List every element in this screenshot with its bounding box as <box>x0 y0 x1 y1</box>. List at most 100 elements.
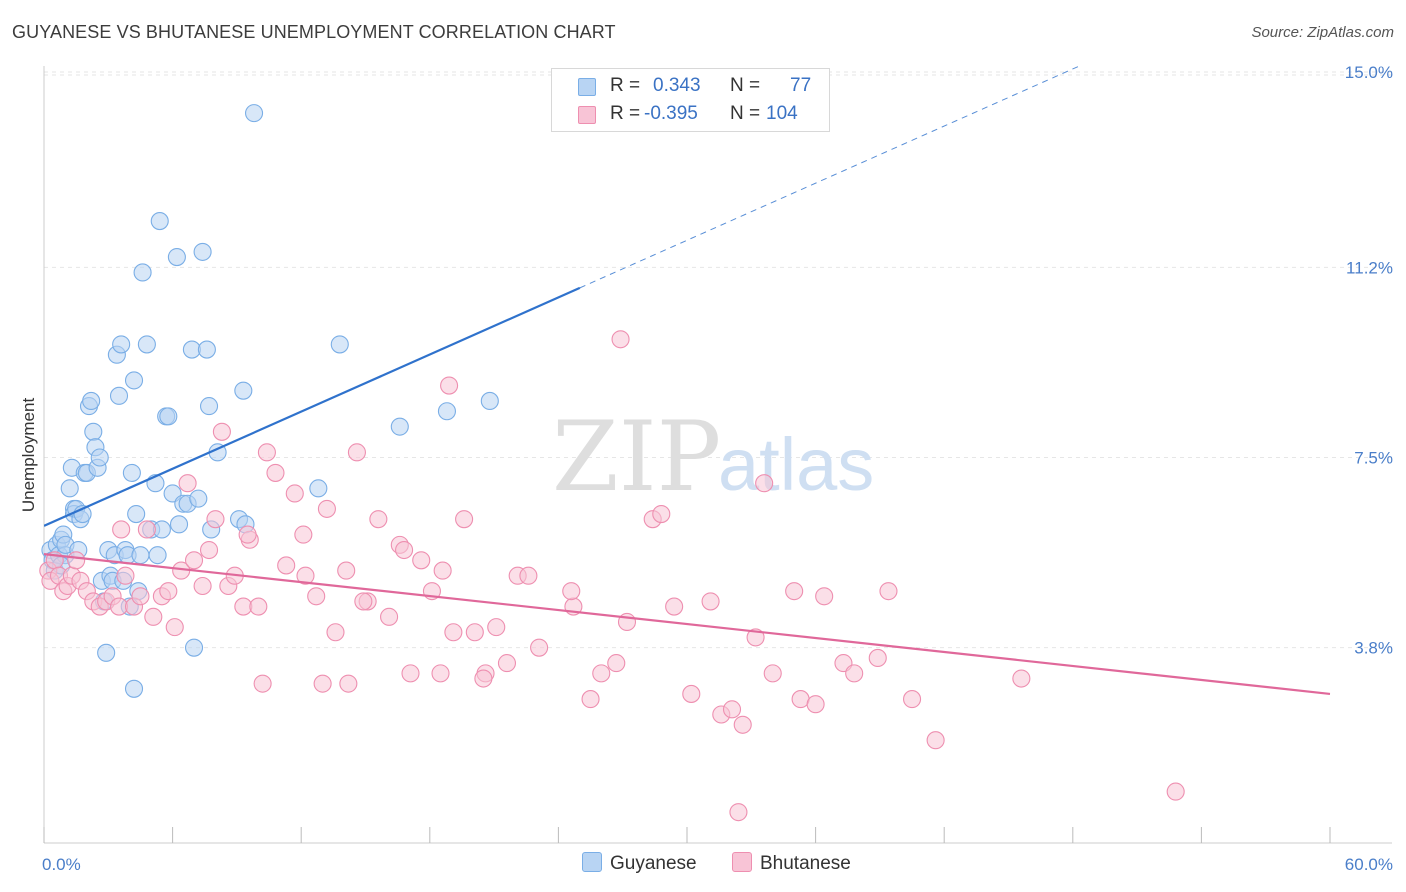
bhutanese-point <box>193 576 212 596</box>
bottom-legend-bhutanese: Bhutanese <box>732 852 851 875</box>
bhutanese-point <box>763 664 782 683</box>
bhutanese-point <box>519 566 538 585</box>
bhutanese-point <box>611 330 630 349</box>
bhutanese-point <box>307 587 326 606</box>
bhutanese-point <box>369 510 388 529</box>
y-tick-label: 7.5% <box>1354 449 1393 468</box>
guyanese-point <box>133 263 152 282</box>
guyanese-trend-extension <box>579 66 1081 289</box>
bhutanese-point <box>722 700 742 719</box>
bhutanese-point <box>431 664 450 683</box>
bhutanese-point <box>733 715 752 734</box>
bhutanese-point <box>112 520 131 539</box>
bhutanese-point <box>729 803 748 822</box>
guyanese-point <box>90 448 109 467</box>
grid-lines <box>44 71 1392 649</box>
guyanese-point <box>182 340 201 359</box>
guyanese-point <box>330 335 349 354</box>
bhutanese-point <box>815 587 834 606</box>
bhutanese-point <box>444 623 463 642</box>
bhutanese-point <box>395 540 414 560</box>
guyanese-point <box>131 546 150 565</box>
bhutanese-point <box>266 463 285 482</box>
bottom-legend-swatch-bhutanese <box>732 852 752 872</box>
bhutanese-point <box>285 484 304 503</box>
y-tick-label: 15.0% <box>1345 63 1393 82</box>
tick-labels: 3.8% 7.5% 11.2% 15.0% 0.0% 60.0% <box>42 63 1393 874</box>
bhutanese-point <box>791 690 810 709</box>
bhutanese-point <box>487 618 506 637</box>
bhutanese-point <box>184 551 204 570</box>
bhutanese-point <box>474 669 493 688</box>
guyanese-point <box>480 391 499 411</box>
guyanese-point <box>124 371 144 390</box>
bhutanese-point <box>455 510 474 529</box>
legend-r-label: R = <box>610 103 641 124</box>
watermark-zip: ZIP <box>552 401 721 513</box>
guyanese-point <box>60 479 79 498</box>
bhutanese-point <box>206 510 225 529</box>
guyanese-point <box>244 104 264 123</box>
bhutanese-point <box>412 551 431 570</box>
bhutanese-point <box>440 376 459 395</box>
bhutanese-point <box>131 587 150 606</box>
guyanese-point <box>82 391 101 411</box>
bottom-legend-label-guyanese: Guyanese <box>610 853 697 874</box>
guyanese-point <box>167 247 186 267</box>
guyanese-trend-line <box>44 286 581 527</box>
guyanese-point <box>159 407 178 426</box>
bhutanese-point <box>317 499 336 518</box>
bhutanese-point <box>701 592 720 611</box>
bhutanese-point <box>581 690 600 709</box>
bhutanese-point <box>354 592 373 611</box>
bhutanese-point <box>1166 782 1185 801</box>
guyanese-point <box>193 242 212 261</box>
guyanese-point <box>234 381 253 400</box>
guyanese-point <box>150 212 169 231</box>
bhutanese-point <box>746 628 765 647</box>
bhutanese-point <box>109 597 129 616</box>
x-tick-label: 0.0% <box>42 855 81 874</box>
bhutanese-point <box>682 684 701 703</box>
bhutanese-point <box>67 551 86 570</box>
legend-n-value: 77 <box>790 75 812 96</box>
y-tick-label: 3.8% <box>1354 639 1393 658</box>
bhutanese-point <box>249 597 268 616</box>
legend-n-label: N = <box>730 103 761 124</box>
y-axis-label: Unemployment <box>19 398 38 513</box>
bhutanese-point <box>257 443 276 462</box>
bhutanese-point <box>465 623 484 642</box>
bhutanese-point <box>339 674 358 693</box>
bottom-legend-label-bhutanese: Bhutanese <box>760 853 851 874</box>
bhutanese-point <box>296 566 315 585</box>
legend-r-label: R = <box>610 75 641 96</box>
legend-n-label: N = <box>730 75 761 96</box>
x-tick-label: 60.0% <box>1345 855 1393 874</box>
guyanese-point <box>169 515 189 534</box>
bottom-legend-swatch-guyanese <box>582 852 602 872</box>
guyanese-point <box>197 340 216 359</box>
guyanese-point <box>112 335 131 354</box>
guyanese-point <box>199 397 219 416</box>
legend-swatch-guyanese <box>578 78 596 96</box>
guyanese-point <box>84 422 103 441</box>
bhutanese-point <box>1012 669 1031 688</box>
legend-r-value: -0.395 <box>644 103 698 124</box>
bhutanese-point <box>607 654 626 673</box>
bhutanese-point <box>294 525 313 544</box>
bhutanese-point <box>137 520 156 539</box>
bhutanese-point <box>337 561 356 580</box>
bottom-legend-guyanese: Guyanese <box>582 852 697 875</box>
bhutanese-point <box>902 690 922 709</box>
guyanese-point <box>309 479 328 498</box>
guyanese-point <box>437 402 456 421</box>
bhutanese-point <box>926 731 945 750</box>
legend-n-value: 104 <box>766 103 798 124</box>
bhutanese-point <box>116 566 135 585</box>
bhutanese-point <box>652 504 671 524</box>
bhutanese-point <box>562 582 581 601</box>
bhutanese-point <box>530 638 549 657</box>
bhutanese-point <box>665 597 684 616</box>
bhutanese-point <box>868 648 887 668</box>
bhutanese-point <box>277 556 296 575</box>
